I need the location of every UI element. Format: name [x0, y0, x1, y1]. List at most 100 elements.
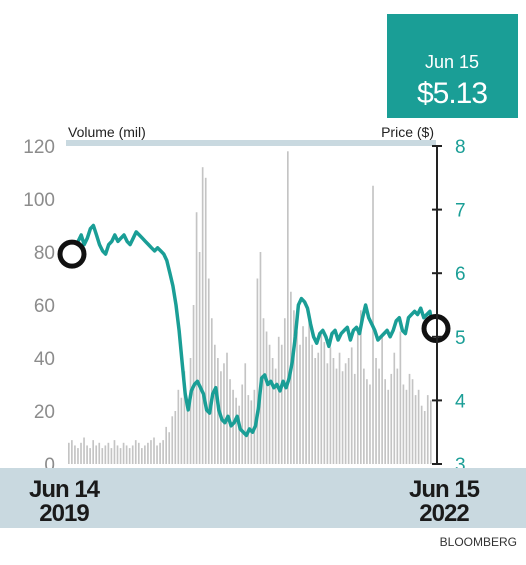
volume-bar [71, 440, 73, 464]
volume-bar [232, 389, 234, 464]
volume-bar [277, 336, 280, 464]
volume-bar [95, 445, 98, 464]
volume-bar [423, 411, 426, 464]
x-label-end-line2: 2022 [419, 500, 469, 527]
volume-bar [110, 448, 113, 464]
volume-bar [326, 363, 329, 464]
volume-bar [353, 373, 356, 464]
volume-bar [256, 278, 259, 464]
volume-bar [86, 445, 88, 464]
volume-bar [402, 384, 405, 464]
start-marker [57, 239, 87, 269]
volume-bar [384, 379, 386, 464]
volume-bar [144, 445, 146, 464]
volume-bar [311, 344, 313, 464]
volume-bar [274, 368, 277, 464]
left-tick-label: 60 [34, 296, 55, 317]
volume-bar [393, 352, 396, 464]
volume-bar [332, 358, 335, 464]
volume-bar [268, 344, 271, 464]
volume-bar [426, 395, 429, 464]
source-label: BLOOMBERG [440, 535, 517, 549]
volume-bar [420, 405, 423, 464]
right-tick-label: 7 [455, 201, 466, 222]
right-tick-label: 4 [455, 391, 466, 412]
volume-bar [98, 442, 101, 464]
right-tick-label: 3 [455, 455, 466, 476]
volume-bar [363, 368, 365, 464]
left-tick-label: 20 [34, 402, 55, 423]
volume-bar [378, 368, 380, 464]
volume-bar [329, 347, 332, 464]
volume-bar [150, 440, 152, 464]
volume-bar [280, 344, 283, 464]
left-tick-label: 40 [34, 349, 55, 370]
volume-bar [356, 331, 359, 464]
volume-bar [89, 448, 91, 464]
volume-bar [153, 437, 155, 464]
volume-bar [408, 373, 411, 464]
volume-bar [174, 411, 177, 464]
volume-bar [323, 342, 326, 464]
volume-bar [335, 368, 338, 464]
volume-bar [350, 347, 353, 464]
volume-bar [338, 352, 341, 464]
volume-bar [235, 397, 237, 464]
volume-bar [238, 405, 240, 464]
volume-bar [201, 167, 204, 464]
right-tick-label: 6 [455, 264, 466, 285]
volume-bar [375, 358, 377, 464]
volume-bar [198, 252, 201, 464]
volume-bar [283, 318, 286, 464]
volume-bar [177, 389, 180, 464]
volume-bar [207, 278, 210, 464]
volume-bar [141, 448, 143, 464]
volume-bar [165, 426, 167, 464]
volume-bar [119, 448, 122, 464]
volume-bar [299, 344, 301, 464]
volume-bar [147, 442, 149, 464]
volume-bar [271, 358, 274, 464]
volume-bar [429, 400, 432, 464]
volume-bar [387, 389, 390, 464]
volume-bar [116, 445, 119, 464]
volume-bar [396, 368, 399, 464]
x-label-start-line1: Jun 14 [29, 476, 101, 503]
right-tick-label: 5 [455, 328, 466, 349]
volume-bar [265, 331, 268, 464]
volume-bar [186, 405, 189, 464]
volume-bar [83, 437, 85, 464]
x-label-end-line1: Jun 15 [409, 476, 480, 503]
volume-bar [302, 326, 304, 464]
volume-bar [293, 310, 295, 464]
volume-bar [411, 379, 414, 464]
volume-bar [128, 448, 131, 464]
left-tick-label: 100 [23, 190, 55, 211]
volume-bar [107, 442, 110, 464]
volume-bar [341, 371, 344, 464]
volume-bar [159, 442, 161, 464]
volume-bar [296, 331, 298, 464]
volume-bar [210, 318, 213, 464]
left-tick-label: 80 [34, 243, 55, 264]
volume-bar [171, 416, 174, 464]
date-band [0, 468, 526, 528]
volume-bar [366, 379, 368, 464]
volume-bar [74, 445, 76, 464]
volume-bar [287, 151, 289, 465]
volume-bar [180, 397, 183, 464]
volume-bar [381, 336, 383, 464]
volume-bar [68, 442, 70, 464]
volume-bar [137, 442, 140, 464]
volume-bar [414, 395, 417, 464]
volume-bar [125, 445, 128, 464]
volume-bar [162, 440, 164, 464]
price-line [70, 223, 437, 438]
volume-bar [417, 389, 420, 464]
volume-bar [101, 448, 104, 464]
volume-bar [399, 331, 402, 464]
volume-bar [320, 331, 323, 464]
volume-bar [369, 384, 371, 464]
volume-bar [360, 310, 362, 464]
